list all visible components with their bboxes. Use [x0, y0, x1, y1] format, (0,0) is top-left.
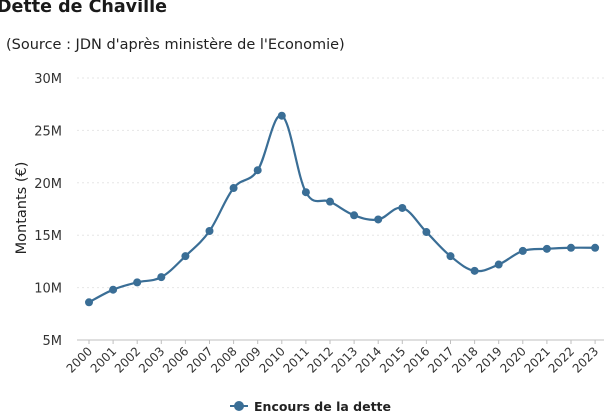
- x-tick-label: 2012: [305, 344, 336, 375]
- y-tick-label: 5M: [43, 334, 63, 349]
- data-point[interactable]: [494, 260, 503, 269]
- x-tick-label: 2011: [281, 344, 312, 375]
- data-point[interactable]: [157, 273, 166, 282]
- y-tick-label: 30M: [34, 72, 62, 87]
- data-point[interactable]: [542, 244, 551, 253]
- chart-title: Dette de Chaville: [0, 0, 167, 17]
- data-point[interactable]: [253, 166, 262, 175]
- x-tick-label: 2000: [64, 344, 95, 375]
- data-point[interactable]: [567, 243, 575, 252]
- data-point[interactable]: [518, 246, 527, 255]
- data-point[interactable]: [398, 203, 407, 212]
- data-point[interactable]: [109, 285, 118, 294]
- legend-marker: [230, 400, 248, 412]
- chart-subtitle: (Source : JDN d'après ministère de l'Eco…: [6, 37, 345, 53]
- x-tick-label: 2013: [329, 344, 360, 375]
- data-point[interactable]: [301, 188, 310, 197]
- x-tick-label: 2019: [473, 344, 504, 375]
- x-tick-label: 2008: [208, 344, 239, 375]
- grid-lines: [77, 77, 604, 341]
- data-point[interactable]: [350, 211, 359, 220]
- x-tick-label: 2020: [497, 344, 528, 375]
- y-tick-label: 10M: [34, 282, 62, 297]
- x-tick-label: 2006: [160, 344, 191, 375]
- data-point[interactable]: [85, 298, 93, 307]
- x-axis-ticks: 2000200120022003200620072008200920102011…: [64, 340, 601, 376]
- data-point[interactable]: [591, 243, 600, 252]
- series-line: [88, 114, 596, 304]
- data-point[interactable]: [277, 111, 286, 120]
- x-tick-label: 2023: [570, 344, 601, 375]
- data-point[interactable]: [133, 278, 142, 287]
- x-tick-label: 2015: [377, 344, 408, 375]
- x-tick-label: 2002: [112, 344, 143, 375]
- x-tick-label: 2021: [522, 344, 553, 375]
- series: [85, 111, 600, 307]
- y-tick-label: 15M: [34, 229, 62, 244]
- data-point[interactable]: [374, 215, 383, 224]
- data-point[interactable]: [229, 184, 238, 193]
- legend-label: Encours de la dette: [254, 398, 391, 414]
- x-tick-label: 2009: [232, 344, 263, 375]
- y-tick-label: 20M: [34, 177, 62, 192]
- data-point[interactable]: [446, 252, 455, 261]
- x-tick-label: 2014: [353, 344, 384, 375]
- data-point[interactable]: [181, 252, 190, 261]
- x-tick-label: 2022: [546, 344, 577, 375]
- x-tick-label: 2018: [449, 344, 480, 375]
- x-tick-label: 2016: [401, 344, 432, 375]
- data-point[interactable]: [326, 197, 334, 206]
- data-point[interactable]: [205, 227, 214, 236]
- legend-item[interactable]: Encours de la dette: [230, 398, 391, 414]
- x-tick-label: 2010: [256, 344, 287, 375]
- data-point[interactable]: [470, 266, 479, 275]
- legend-dot: [234, 401, 244, 411]
- x-tick-label: 2017: [425, 344, 456, 375]
- data-point[interactable]: [422, 228, 431, 237]
- x-tick-label: 2003: [136, 344, 167, 375]
- x-tick-label: 2001: [88, 344, 119, 375]
- y-tick-label: 25M: [34, 124, 62, 139]
- y-axis-ticks: 5M 10M 15M 20M 25M 30M: [34, 72, 62, 349]
- x-tick-label: 2007: [184, 344, 215, 375]
